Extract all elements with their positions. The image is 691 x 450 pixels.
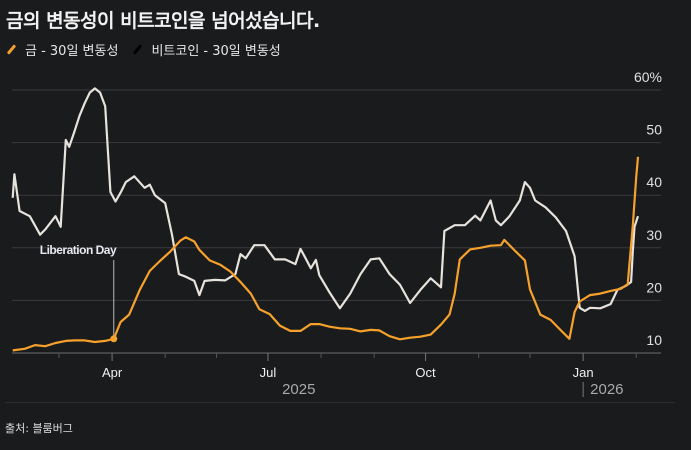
y-tick-label: 60% [634, 69, 662, 85]
chart-title: 금의 변동성이 비트코인을 넘어섰습니다. [6, 10, 320, 32]
gold-volatility-line [12, 156, 640, 352]
legend-item-gold: 금 - 30일 변동성 [6, 40, 118, 59]
year-label: 2026 [590, 381, 623, 398]
y-tick-label: 20 [646, 279, 662, 295]
footer-divider [5, 402, 675, 403]
year-label: 2025 [282, 381, 315, 398]
y-tick-label: 30 [646, 227, 662, 243]
x-tick-label: Jan [573, 365, 594, 380]
source-note: 출처: 블룸버그 [5, 422, 73, 435]
x-tick-label: Apr [102, 365, 123, 380]
y-tick-label: 10 [646, 332, 662, 348]
legend: 금 - 30일 변동성 비트코인 - 30일 변동성 [6, 40, 281, 59]
annotation-label: Liberation Day [40, 243, 117, 257]
x-tick-label: Jul [260, 365, 277, 380]
legend-item-bitcoin: 비트코인 - 30일 변동성 [132, 40, 281, 59]
y-tick-label: 50 [646, 122, 662, 138]
chart-plot: 60% 50 40 30 20 10 Apr Jul Oct Jan 2025 2026 Liberat… [11, 69, 662, 398]
x-tick-label: Oct [415, 365, 436, 380]
y-tick-label: 40 [646, 174, 662, 190]
legend-label-bitcoin: 비트코인 - 30일 변동성 [151, 44, 281, 59]
bitcoin-volatility-line [11, 87, 640, 312]
liberation-day-marker [110, 335, 118, 343]
legend-label-gold: 금 - 30일 변동성 [25, 44, 119, 59]
